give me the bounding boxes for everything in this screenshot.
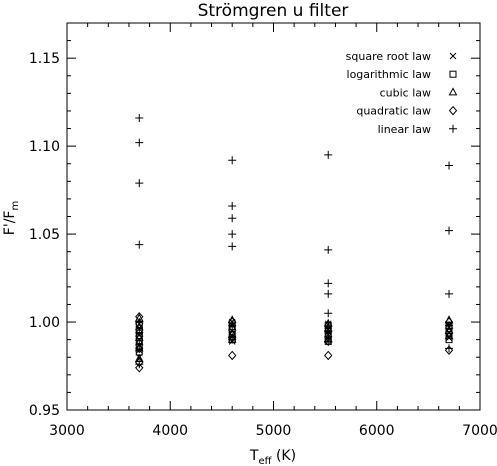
- point-linear-law: [135, 318, 144, 327]
- legend-label-quadratic-law: quadratic law: [356, 105, 431, 118]
- y-axis-label: F'/Fm: [2, 201, 21, 235]
- legend-label-square-root-law: square root law: [346, 50, 431, 63]
- point-linear-law: [445, 226, 454, 235]
- point-cubic-law: [444, 331, 454, 340]
- point-quadratic-law: [135, 363, 144, 373]
- point-linear-law: [324, 150, 333, 159]
- point-linear-law: [228, 321, 237, 330]
- point-linear-law: [445, 161, 454, 170]
- point-linear-law: [228, 201, 237, 210]
- axis-ticks: [66, 23, 481, 411]
- legend-marker-logarithmic-law: [449, 70, 457, 78]
- point-cubic-law: [134, 343, 144, 352]
- point-linear-law: [228, 156, 237, 165]
- legend-marker-square-root-law: [449, 52, 457, 60]
- x-tick-label: 5000: [256, 423, 292, 439]
- chart-title: Strömgren u filter: [198, 1, 349, 21]
- point-linear-law: [135, 240, 144, 249]
- x-tick-label: 6000: [359, 423, 395, 439]
- y-tick-label: 1.15: [29, 51, 60, 67]
- point-linear-law: [135, 328, 144, 337]
- legend-label-linear-law: linear law: [378, 123, 431, 136]
- legend-marker-linear-law: [449, 124, 457, 133]
- point-quadratic-law: [135, 331, 144, 341]
- y-tick-label: 1.10: [29, 139, 60, 155]
- legend-marker-quadratic-law: [448, 105, 458, 116]
- y-axis-label-main: F'/F: [2, 211, 18, 236]
- point-linear-law: [324, 279, 333, 288]
- point-linear-law: [135, 113, 144, 122]
- point-linear-law: [135, 360, 144, 369]
- point-linear-law: [324, 326, 333, 335]
- legend-marker-cubic-law: [448, 87, 458, 96]
- x-tick-label: 3000: [49, 423, 85, 439]
- x-axis-label-units: (K): [272, 448, 297, 464]
- point-linear-law: [135, 138, 144, 147]
- legend: square root law logarithmic law cubic law q…: [346, 50, 458, 136]
- point-linear-law: [445, 321, 454, 330]
- point-linear-law: [228, 335, 237, 344]
- tick-labels: 3000 4000 5000 6000 7000 0.95 1.00 1.05 1.10 1.15: [29, 51, 497, 439]
- point-quadratic-law: [135, 343, 144, 354]
- legend-label-logarithmic-law: logarithmic law: [347, 68, 431, 81]
- point-linear-law: [135, 179, 144, 188]
- data-markers: [134, 113, 454, 373]
- x-axis-label-main: T: [249, 448, 259, 464]
- x-axis-label-subscript: eff: [258, 456, 272, 466]
- legend-label-cubic-law: cubic law: [380, 86, 431, 99]
- point-linear-law: [228, 214, 237, 223]
- point-quadratic-law: [324, 350, 333, 361]
- x-tick-label: 4000: [152, 423, 188, 439]
- y-tick-label: 0.95: [29, 403, 60, 419]
- point-linear-law: [324, 309, 333, 318]
- point-quadratic-law: [444, 327, 454, 338]
- point-linear-law: [324, 245, 333, 254]
- point-linear-law: [228, 242, 237, 251]
- point-linear-law: [135, 340, 144, 349]
- x-tick-label: 7000: [462, 423, 497, 439]
- point-quadratic-law: [228, 350, 237, 361]
- point-linear-law: [324, 337, 333, 346]
- y-axis-label-subscript: m: [10, 201, 21, 211]
- point-linear-law: [228, 230, 237, 239]
- point-linear-law: [445, 289, 454, 298]
- y-tick-label: 1.05: [29, 227, 60, 243]
- x-axis-label: Teff (K): [249, 448, 296, 466]
- y-tick-label: 1.00: [29, 315, 60, 331]
- point-linear-law: [445, 344, 454, 353]
- point-linear-law: [324, 289, 333, 298]
